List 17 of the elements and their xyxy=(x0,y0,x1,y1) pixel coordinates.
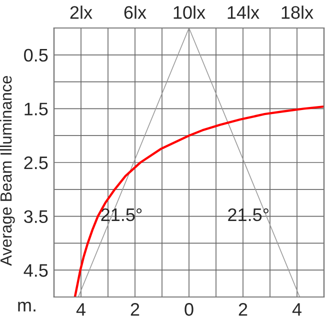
y-tick-label: 1.5 xyxy=(24,102,48,116)
x2-tick-label: 10lx xyxy=(174,6,206,19)
y-tick-label: 4.5 xyxy=(24,264,48,277)
y-tick-label: 2.5 xyxy=(24,156,48,170)
y-axis-title: Average Beam Illuminance xyxy=(0,76,15,266)
x-tick-label: 4 xyxy=(76,303,86,316)
x2-tick-label: 18lx xyxy=(282,6,314,19)
x-tick-label: 4 xyxy=(292,303,302,316)
x2-tick-label: 6lx xyxy=(124,6,146,19)
y-tick-label: 0.5 xyxy=(24,48,48,62)
x-axis-title: m. xyxy=(18,302,36,312)
x2-tick-label: 14lx xyxy=(228,6,260,19)
x-tick-label: 2 xyxy=(130,303,140,316)
x-tick-label: 2 xyxy=(238,303,248,316)
x-tick-label: 0 xyxy=(184,303,194,316)
x2-tick-label: 2lx xyxy=(70,6,92,19)
y-tick-label: 3.5 xyxy=(24,210,48,224)
